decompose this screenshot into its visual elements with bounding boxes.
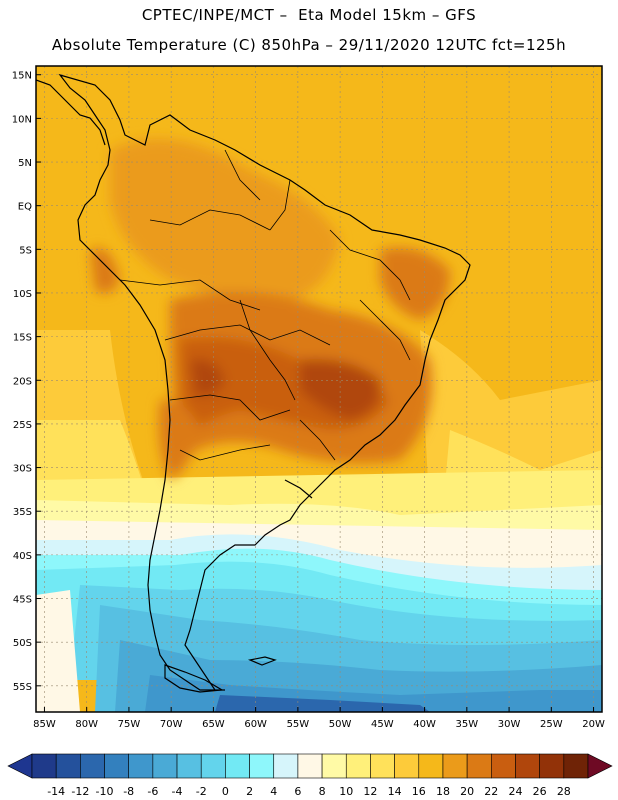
temperature-field bbox=[36, 66, 602, 712]
colorbar-label: 24 bbox=[508, 785, 522, 798]
longitude-label: 25W bbox=[540, 719, 563, 730]
colorbar-swatch bbox=[273, 753, 299, 779]
longitude-label: 40W bbox=[413, 719, 436, 730]
colorbar-label: 12 bbox=[363, 785, 377, 798]
colorbar-swatch bbox=[345, 753, 371, 779]
longitude-label: 35W bbox=[456, 719, 479, 730]
colorbar-swatch bbox=[176, 753, 202, 779]
latitude-label: 15S bbox=[13, 333, 32, 344]
longitude-label: 60W bbox=[244, 719, 267, 730]
latitude-label: 45S bbox=[13, 595, 32, 606]
colorbar-label: -8 bbox=[123, 785, 134, 798]
colorbar-swatch bbox=[539, 753, 565, 779]
colorbar-swatch bbox=[466, 753, 492, 779]
latitude-label: 10S bbox=[13, 289, 32, 300]
colorbar-label: 6 bbox=[294, 785, 301, 798]
map-title: CPTEC/INPE/MCT – Eta Model 15km – GFS bbox=[141, 6, 477, 24]
colorbar-swatch bbox=[249, 753, 275, 779]
longitude-label: 85W bbox=[33, 719, 56, 730]
colorbar-swatches bbox=[7, 753, 613, 779]
colorbar-swatch bbox=[394, 753, 420, 779]
latitude-label: 5S bbox=[19, 245, 32, 256]
latitude-label: 5N bbox=[18, 158, 32, 169]
colorbar-label: -12 bbox=[71, 785, 89, 798]
tierra-del-fuego bbox=[164, 664, 224, 693]
colorbar-label: 10 bbox=[339, 785, 353, 798]
latitude-label: 25S bbox=[13, 420, 32, 431]
colorbar-label: -10 bbox=[96, 785, 114, 798]
colorbar-label: -14 bbox=[47, 785, 65, 798]
longitude-label: 70W bbox=[160, 719, 183, 730]
latitude-label: 15N bbox=[12, 71, 32, 82]
colorbar-swatch bbox=[370, 753, 395, 779]
colorbar-swatch bbox=[80, 753, 105, 779]
latitude-label: 50S bbox=[13, 638, 32, 649]
country-borders bbox=[119, 149, 411, 461]
latitude-label: 35S bbox=[13, 507, 32, 518]
coastline-borders bbox=[36, 73, 471, 693]
longitude-label: 75W bbox=[118, 719, 141, 730]
colorbar-swatch bbox=[418, 753, 444, 779]
colorbar-label: 8 bbox=[319, 785, 326, 798]
colorbar-swatch bbox=[297, 753, 323, 779]
colorbar-swatch bbox=[515, 753, 540, 779]
latitude-label: 40S bbox=[13, 551, 32, 562]
latitude-label: 20S bbox=[13, 376, 32, 387]
colorbar-swatch bbox=[55, 753, 81, 779]
longitude-label: 45W bbox=[371, 719, 394, 730]
longitude-label: 65W bbox=[202, 719, 225, 730]
map-subtitle: Absolute Temperature (C) 850hPa – 29/11/… bbox=[51, 36, 567, 54]
colorbar-label: 20 bbox=[460, 785, 474, 798]
longitude-label: 50W bbox=[329, 719, 352, 730]
colorbar-label: -6 bbox=[147, 785, 158, 798]
colorbar-swatch bbox=[31, 753, 57, 779]
colorbar-label: 2 bbox=[246, 785, 253, 798]
colorbar-swatch bbox=[200, 753, 226, 779]
longitude-label: 20W bbox=[582, 719, 605, 730]
map-frame bbox=[35, 65, 603, 713]
colorbar-label: 0 bbox=[222, 785, 229, 798]
colorbar-high-arrow bbox=[587, 753, 613, 779]
graticule-grid bbox=[36, 66, 602, 712]
falkland-islands bbox=[247, 656, 277, 666]
latitude-label: 10N bbox=[12, 114, 32, 125]
colorbar-label: -2 bbox=[196, 785, 207, 798]
colorbar-swatch bbox=[442, 753, 468, 779]
colorbar-swatch bbox=[152, 753, 178, 779]
colorbar-swatch bbox=[104, 753, 129, 779]
colorbar-swatch bbox=[563, 753, 589, 779]
longitude-labels: 85W 80W 75W 70W 65W 60W 55W 50W 45W 40W 35W 30W 25W 2… bbox=[33, 707, 605, 730]
latitude-label: 30S bbox=[13, 464, 32, 475]
uruguay-coast bbox=[284, 479, 313, 499]
colorbar-label: 18 bbox=[436, 785, 450, 798]
latitude-label: 55S bbox=[13, 682, 32, 693]
colorbar-label: -4 bbox=[172, 785, 183, 798]
colorbar-swatch bbox=[128, 753, 154, 779]
colorbar-label: 14 bbox=[388, 785, 402, 798]
central-america-coastline bbox=[36, 79, 106, 146]
colorbar-swatch bbox=[225, 753, 250, 779]
colorbar-swatch bbox=[491, 753, 516, 779]
longitude-label: 30W bbox=[498, 719, 521, 730]
colorbar-label: 22 bbox=[484, 785, 498, 798]
colorbar-label: 16 bbox=[412, 785, 426, 798]
longitude-label: 55W bbox=[287, 719, 310, 730]
longitude-label: 80W bbox=[75, 719, 98, 730]
colorbar-low-arrow bbox=[7, 753, 33, 779]
colorbar-swatch bbox=[321, 753, 347, 779]
latitude-label: EQ bbox=[18, 202, 32, 213]
colorbar-label: 26 bbox=[533, 785, 547, 798]
colorbar-label: 28 bbox=[557, 785, 571, 798]
colorbar-labels: -14 -12 -10 -8 -6 -4 -2 0 2 4 6 8 10 12 14 16 18 20 22 24 26… bbox=[47, 785, 571, 798]
latitude-labels: 15N 10N 5N EQ 5S 10S 15S 20S 25S 30S 35S 40S 45S 50S 5… bbox=[12, 71, 41, 693]
colorbar-label: 4 bbox=[270, 785, 277, 798]
